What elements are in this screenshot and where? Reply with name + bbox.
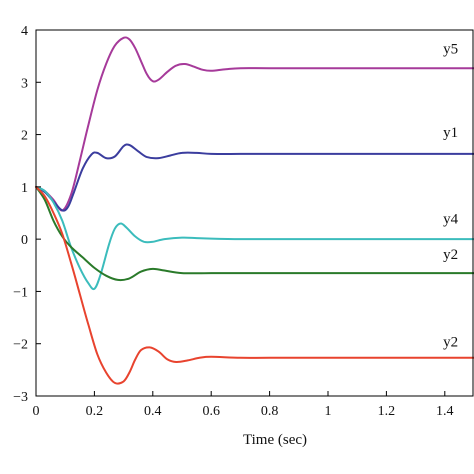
series-line-4 [35,185,474,282]
label-layer: y5 y1 y4 y2 y2 [443,42,459,351]
series-label-5: y2 [443,334,458,350]
x-tick-label: 0.4 [144,404,162,419]
tick-layer: 0 0.2 0.4 0.6 0.8 1 1.2 1.4 −3 −2 −1 0 1 2 3 4 [13,24,453,419]
x-tick-label: 1.4 [436,404,454,419]
y-tick-label: 3 [21,76,28,91]
series-label-1: y5 [443,42,458,58]
series-layer [35,36,474,385]
series-label-4: y2 [443,247,458,263]
y-tick-label: 0 [21,233,28,248]
y-tick-label: −1 [13,285,28,300]
series-label-3: y4 [443,211,459,227]
y-tick-label: 4 [21,24,28,39]
series-label-2: y1 [443,125,458,141]
series-line-2 [35,143,474,212]
y-tick-label: 2 [21,129,28,144]
y-tick-label: 1 [21,181,28,196]
y-tick-label: −3 [13,390,28,405]
x-tick-label: 0.2 [86,404,104,419]
series-line-1 [35,36,474,212]
y-tick-label: −2 [13,338,28,353]
x-tick-label: 0 [33,404,40,419]
plot-frame [35,29,474,397]
x-tick-label: 0.6 [202,404,220,419]
x-axis-label: Time (sec) [243,432,307,448]
series-line-5 [35,185,474,385]
x-tick-label: 1 [325,404,332,419]
x-tick-label: 0.8 [261,404,279,419]
x-tick-label: 1.2 [378,404,396,419]
